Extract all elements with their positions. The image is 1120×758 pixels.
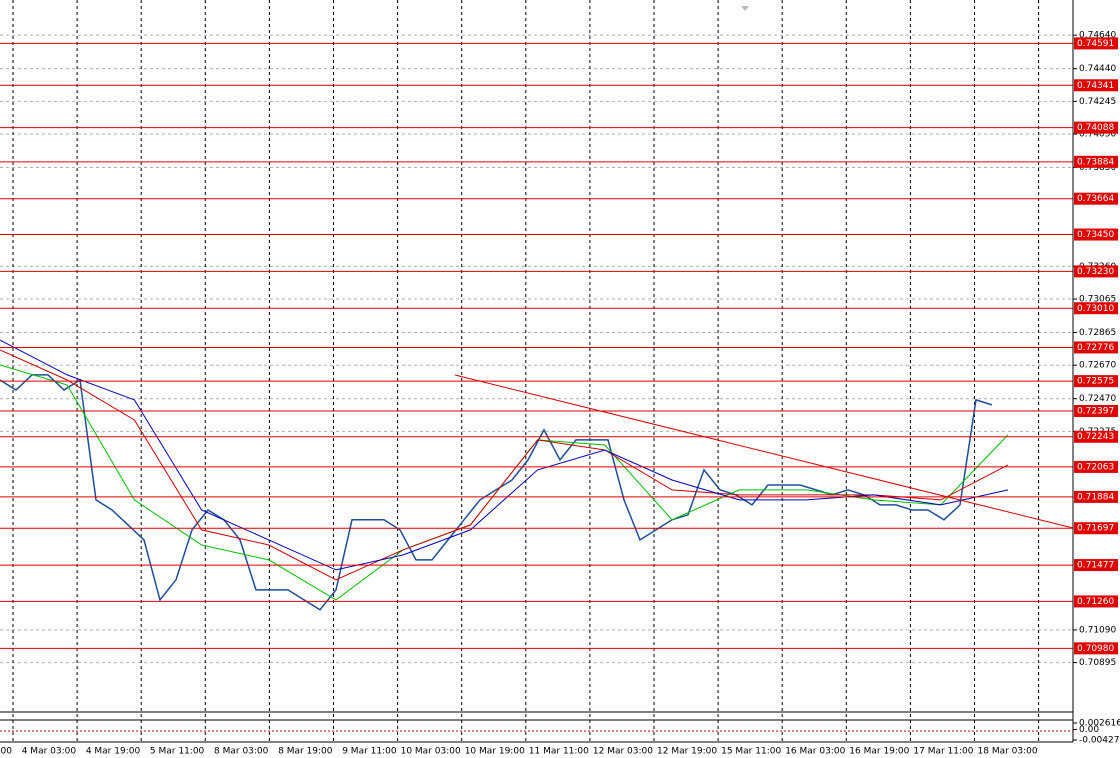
level-box	[1074, 375, 1118, 388]
level-label: 0.74088	[1077, 123, 1114, 133]
level-label: 0.72063	[1077, 462, 1114, 472]
y-tick-label: 0.71090	[1079, 625, 1116, 635]
grid	[0, 0, 1073, 742]
x-tick-label: 16 Mar 03:00	[785, 747, 845, 757]
y-tick-label: 0.72865	[1079, 328, 1116, 338]
x-tick-label: 9 Mar 11:00	[342, 747, 397, 757]
x-tick-label: 11 Mar 11:00	[529, 747, 589, 757]
level-label: 0.73230	[1077, 267, 1114, 277]
level-label: 0.73664	[1077, 194, 1114, 204]
x-tick-label: 16 Mar 19:00	[849, 747, 909, 757]
y-tick-label: 0.74440	[1079, 64, 1116, 74]
level-box	[1074, 404, 1118, 417]
y-tick-label: 0.74640	[1079, 31, 1116, 41]
x-tick-label: 17 Mar 11:00	[913, 747, 973, 757]
level-label: 0.73010	[1077, 304, 1114, 314]
x-tick-label: 15 Mar 11:00	[721, 747, 781, 757]
indicator-tick-label: -0.004272	[1079, 736, 1120, 746]
level-box	[1074, 595, 1118, 608]
level-label: 0.71477	[1077, 561, 1114, 571]
level-box	[1074, 192, 1118, 205]
x-tick-label: 8 Mar 03:00	[214, 747, 269, 757]
y-tick-label: 0.73065	[1079, 295, 1116, 305]
indicator-tick-label: 0.00	[1079, 725, 1099, 735]
level-label: 0.71697	[1077, 524, 1114, 534]
level-box	[1074, 302, 1118, 315]
y-tick-label: 0.70895	[1079, 658, 1116, 668]
shift-marker	[741, 6, 749, 11]
marks	[0, 42, 1073, 649]
level-label: 0.73884	[1077, 157, 1114, 167]
level-label: 0.72243	[1077, 432, 1114, 442]
x-tick-label: 4 Mar 19:00	[86, 747, 141, 757]
y-tick-label: 0.74245	[1079, 97, 1116, 107]
level-box	[1074, 79, 1118, 92]
x-tick-label: 00	[1, 747, 13, 757]
trend-line	[454, 374, 1074, 529]
labels: 0.74640 0.74440 0.74245 0.74050 0.73850 0.732…	[1, 31, 1120, 757]
y-tick-label: 0.73850	[1079, 163, 1116, 173]
level-box	[1074, 642, 1118, 655]
level-label: 0.73450	[1077, 230, 1114, 240]
y-tick-label: 0.72670	[1079, 361, 1116, 371]
x-tick-label: 4 Mar 03:00	[22, 747, 77, 757]
y-tick-label: 0.74050	[1079, 130, 1116, 140]
level-box	[1074, 460, 1118, 473]
level-label: 0.72397	[1077, 406, 1114, 416]
x-tick-label: 5 Mar 11:00	[150, 747, 205, 757]
x-tick-label: 12 Mar 03:00	[593, 747, 653, 757]
level-box	[1074, 228, 1118, 241]
level-label: 0.70980	[1077, 644, 1114, 654]
level-box	[1074, 430, 1118, 443]
level-box	[1074, 37, 1118, 50]
x-tick-label: 10 Mar 03:00	[401, 747, 461, 757]
level-label: 0.72575	[1077, 377, 1114, 387]
moving-average	[0, 349, 1009, 581]
level-label: 0.72776	[1077, 343, 1114, 353]
level-box	[1074, 522, 1118, 535]
indicator-tick-label: 0.002616	[1079, 719, 1120, 729]
level-box	[1074, 341, 1118, 354]
level-box	[1074, 559, 1118, 572]
level-box	[1074, 265, 1118, 278]
level-label: 0.74341	[1077, 81, 1114, 91]
x-tick-label: 12 Mar 19:00	[657, 747, 717, 757]
x-tick-label: 10 Mar 19:00	[465, 747, 525, 757]
level-label: 0.71260	[1077, 597, 1114, 607]
moving-average	[0, 339, 1009, 571]
level-label: 0.71884	[1077, 492, 1114, 502]
level-box	[1074, 121, 1118, 134]
x-tick-label: 18 Mar 03:00	[978, 747, 1038, 757]
x-tick-label: 8 Mar 19:00	[278, 747, 333, 757]
y-tick-label: 0.72470	[1079, 394, 1116, 404]
level-box	[1074, 155, 1118, 168]
level-label: 0.74591	[1077, 39, 1114, 49]
level-box	[1074, 490, 1118, 503]
